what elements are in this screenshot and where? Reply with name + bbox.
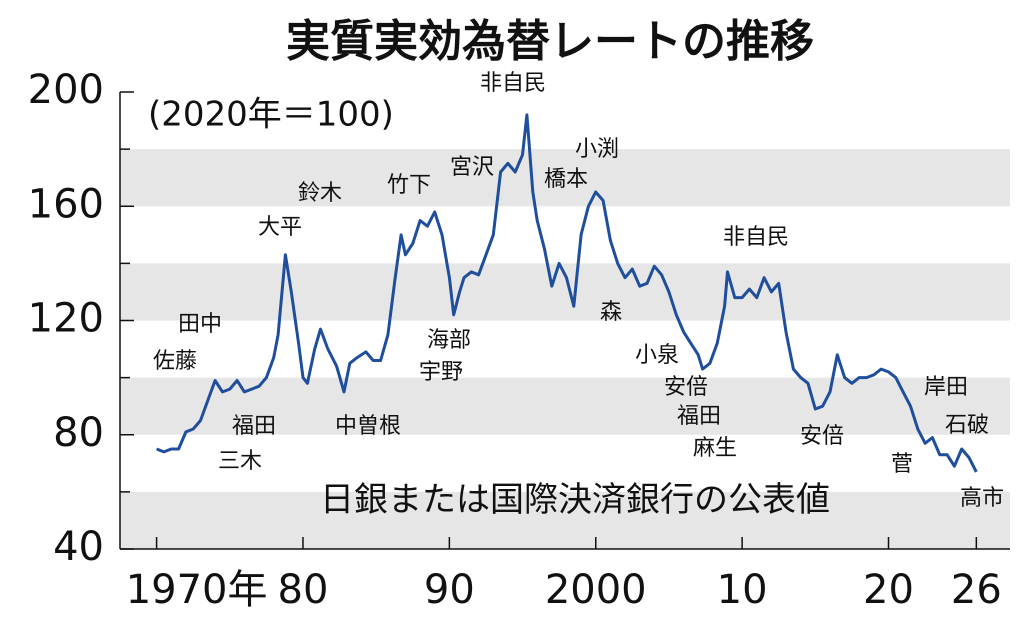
annotation: 安倍 <box>800 424 844 449</box>
annotation: 高市 <box>960 486 1004 511</box>
data-line <box>156 113 978 473</box>
annotation: 福田 <box>232 414 276 439</box>
annotation: 非自民 <box>723 225 789 250</box>
annotation: 安倍 <box>664 375 708 400</box>
annotation: 森 <box>600 300 622 325</box>
x-tick-label: 90 <box>424 567 475 613</box>
x-tick-label: 80 <box>278 567 329 613</box>
x-tick-label: 2000 <box>545 567 647 613</box>
annotation: 三木 <box>218 449 262 474</box>
source-note: 日銀または国際決済銀行の公表値 <box>320 480 830 520</box>
annotation: 宇野 <box>419 360 463 385</box>
annotation: 佐藤 <box>153 349 197 374</box>
annotation: 田中 <box>178 312 222 337</box>
x-tick-label: 10 <box>717 567 768 613</box>
annotation: 岸田 <box>924 375 968 400</box>
annotation: 福田 <box>677 404 721 429</box>
annotation: 宮沢 <box>450 155 494 180</box>
x-tick-label: 20 <box>863 567 914 613</box>
y-tick-label: 200 <box>28 67 104 113</box>
background-layer <box>120 148 1010 549</box>
y-tick-label: 120 <box>28 296 104 342</box>
annotation: 石破 <box>945 413 989 438</box>
y-tick-label: 160 <box>28 181 104 227</box>
annotation: 非自民 <box>480 71 546 96</box>
chart-subtitle: (2020年＝100) <box>148 95 394 135</box>
annotation: 菅 <box>891 452 913 477</box>
y-tick-label: 80 <box>53 410 104 456</box>
annotation: 大平 <box>258 215 302 240</box>
x-tick-label: 26 <box>951 567 1002 613</box>
annotation: 海部 <box>427 328 471 353</box>
annotation: 小泉 <box>635 343 679 368</box>
annotation: 麻生 <box>693 436 737 461</box>
annotation: 橋本 <box>544 167 588 192</box>
x-tick-label: 1970年 <box>126 567 268 613</box>
annotation: 中曽根 <box>335 414 401 439</box>
grid-band <box>120 149 1010 207</box>
annotation: 鈴木 <box>298 181 342 206</box>
grid-band <box>120 491 1010 549</box>
annotation: 小渕 <box>575 137 619 162</box>
annotation: 竹下 <box>387 173 431 198</box>
y-tick-label: 40 <box>53 524 104 570</box>
grid-band <box>120 377 1010 435</box>
chart-title: 実質実効為替レートの推移 <box>286 16 814 67</box>
